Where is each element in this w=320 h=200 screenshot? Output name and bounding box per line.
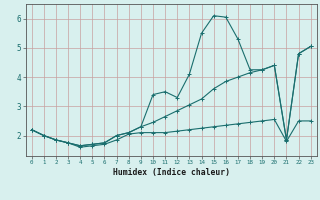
X-axis label: Humidex (Indice chaleur): Humidex (Indice chaleur) <box>113 168 230 177</box>
